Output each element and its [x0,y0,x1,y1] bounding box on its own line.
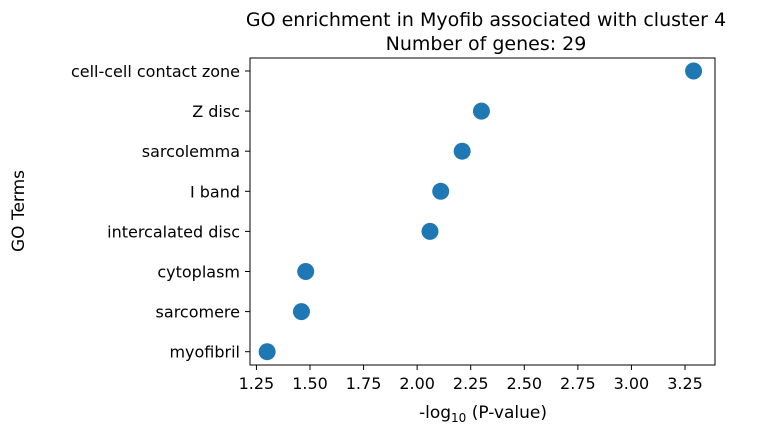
data-points [258,62,703,361]
data-point [292,303,310,321]
data-point [432,182,450,200]
x-tick-label: 2.25 [453,374,489,393]
y-tick-label: sarcomere [156,303,240,322]
x-axis-ticks: 1.25 1.50 1.75 2.00 2.25 2.50 2.75 3.00 3.25 [239,365,703,393]
x-tick-label: 2.00 [399,374,435,393]
y-tick-label: cell-cell contact zone [71,62,240,81]
chart-title: GO enrichment in Myofib associated with … [246,9,726,31]
data-point [421,222,439,240]
x-tick-label: 2.75 [560,374,596,393]
data-point [297,263,315,280]
data-point [453,142,471,160]
x-tick-label: 2.50 [506,374,542,393]
y-tick-label: sarcolemma [142,142,240,161]
x-tick-label: 1.75 [346,374,382,393]
y-tick-label: I band [190,182,240,201]
data-point [472,102,490,120]
x-tick-label: 3.25 [667,374,703,393]
data-point [685,62,703,80]
y-tick-label: myofibril [169,343,240,362]
y-tick-label: intercalated disc [107,222,240,241]
x-axis-label: -log10 (P-value) [419,403,547,425]
data-point [258,343,276,361]
y-tick-label: Z disc [192,102,240,121]
y-tick-label: cytoplasm [157,263,240,282]
x-tick-label: 3.00 [614,374,650,393]
x-tick-label: 1.25 [239,374,275,393]
y-axis-ticks: cell-cell contact zone Z disc sarcolemma I … [71,62,250,362]
y-axis-label: GO Terms [9,170,29,252]
chart-subtitle: Number of genes: 29 [386,33,587,55]
plot-frame [249,57,716,366]
x-tick-label: 1.50 [292,374,328,393]
